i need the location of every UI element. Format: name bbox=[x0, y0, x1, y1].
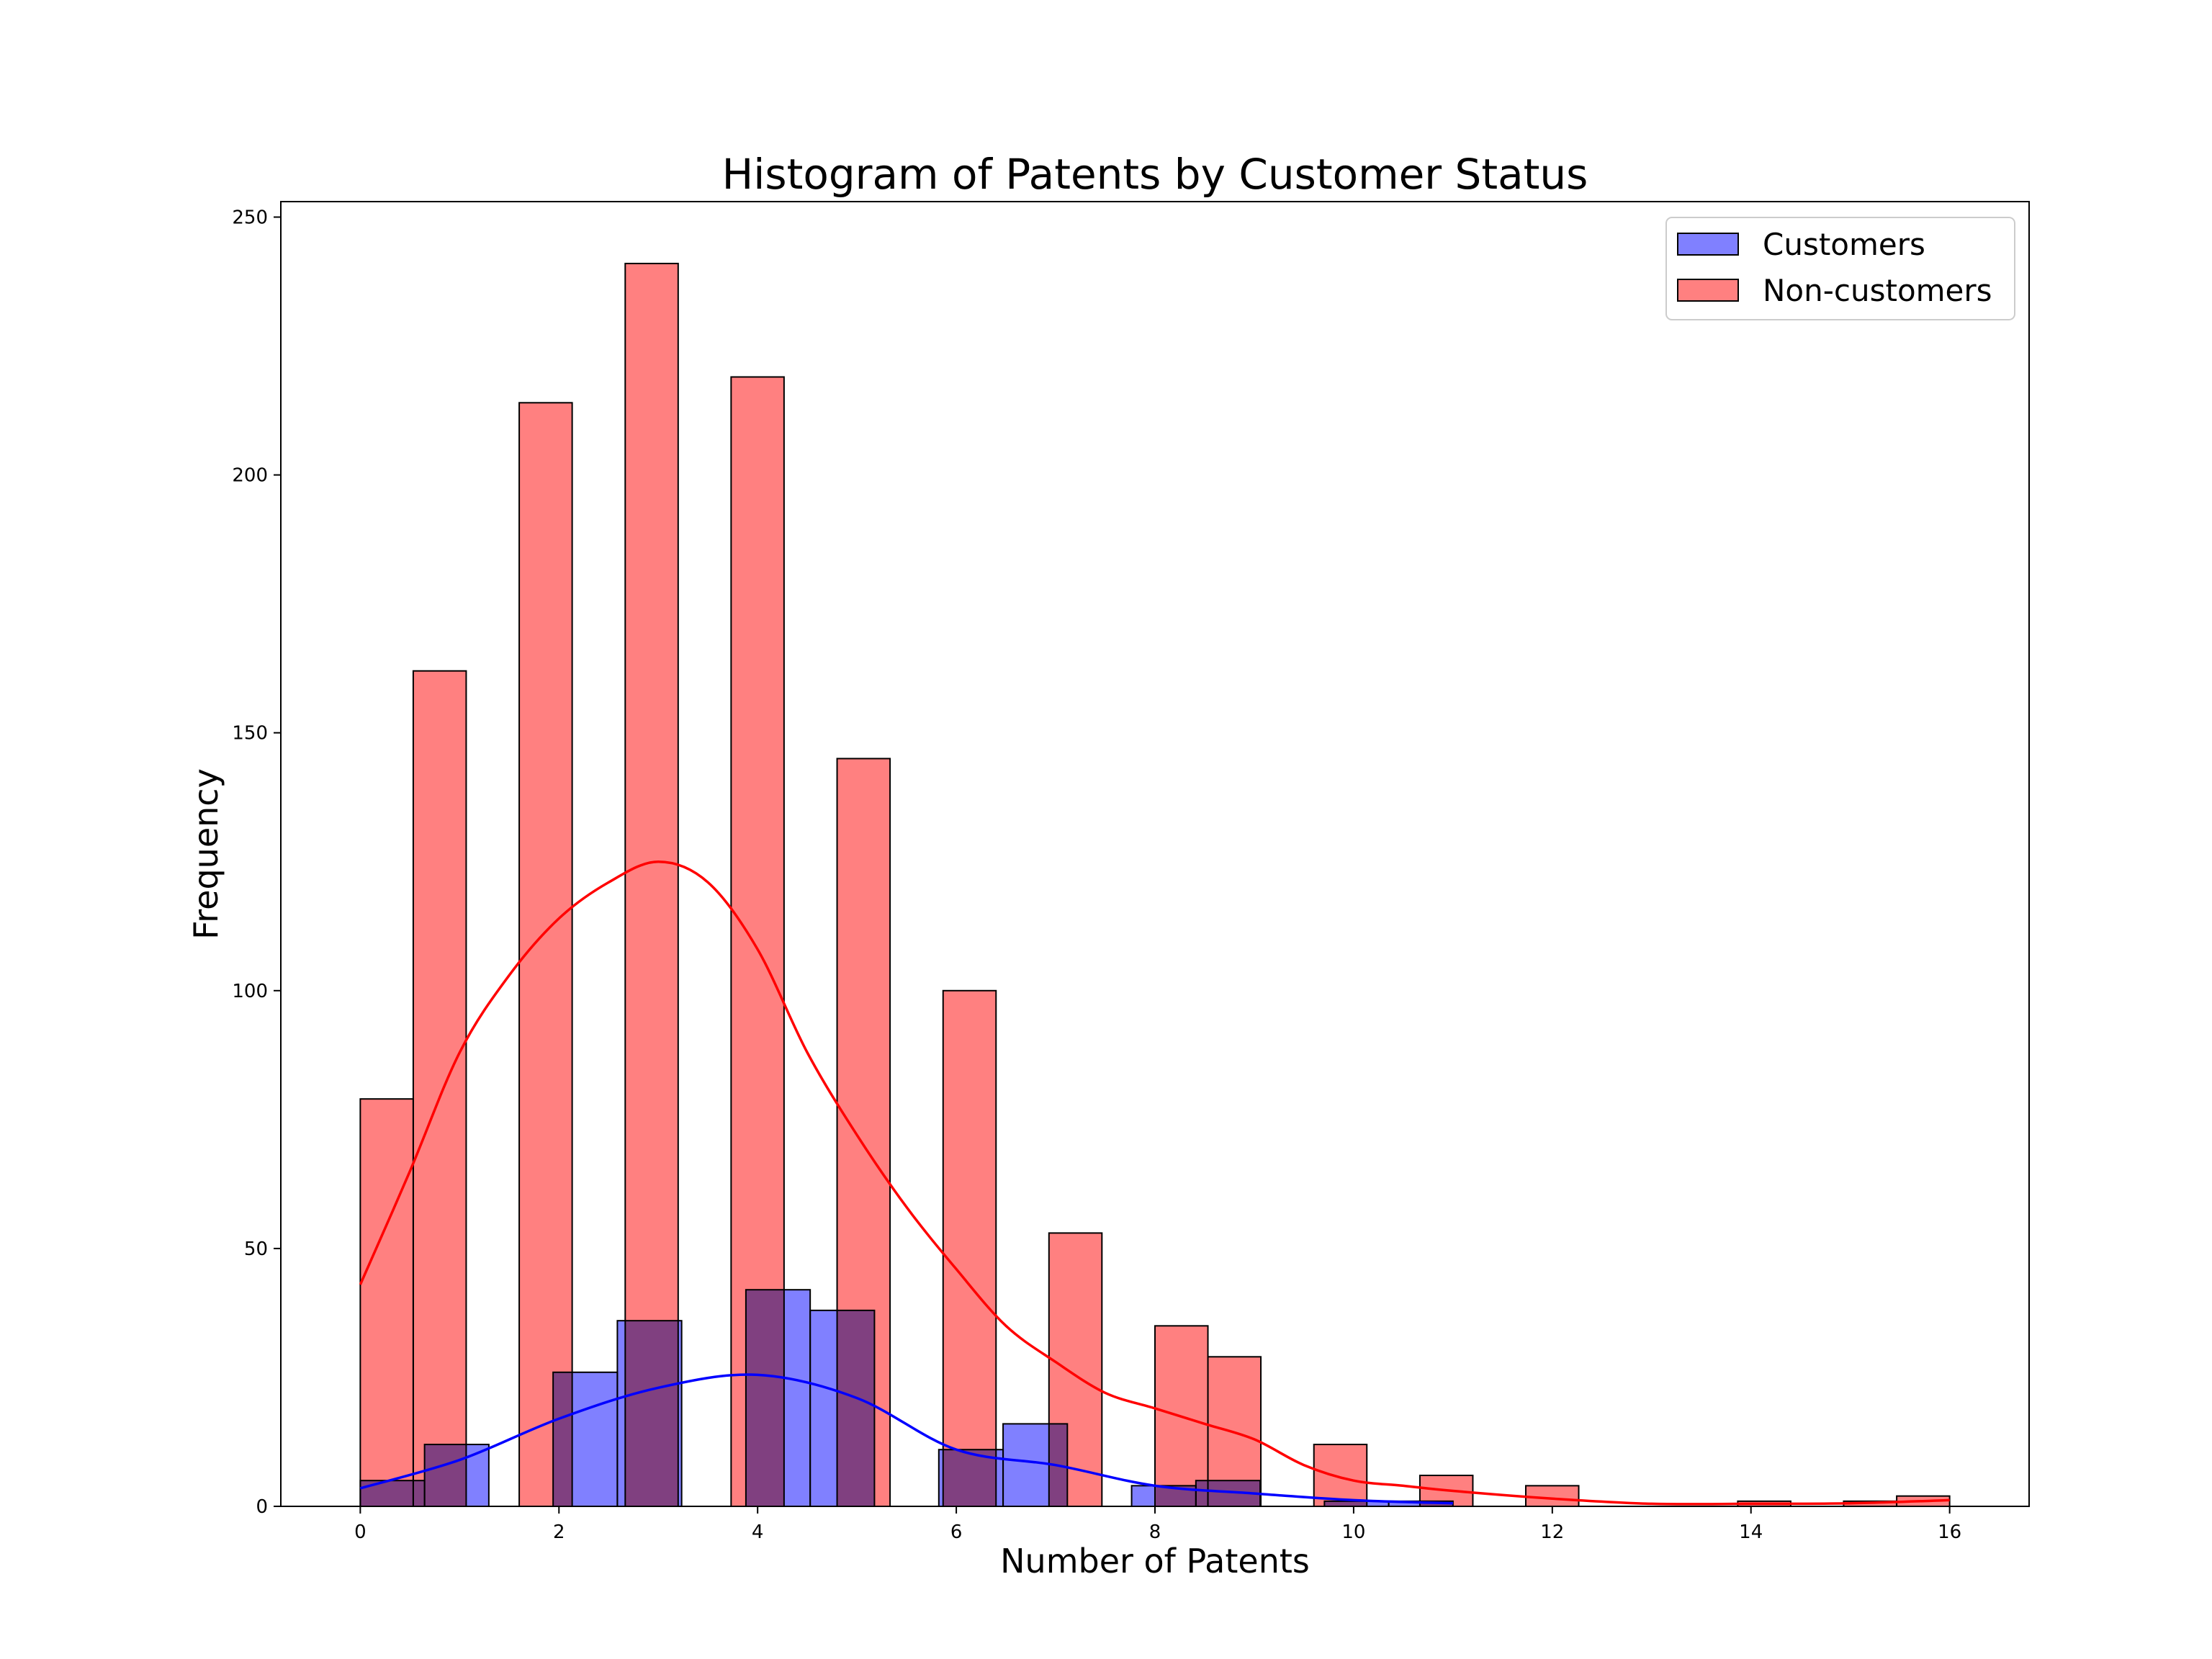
kde-layer bbox=[359, 860, 1950, 1506]
x-tick-label: 6 bbox=[950, 1521, 963, 1543]
x-tick-label: 2 bbox=[553, 1521, 565, 1543]
x-axis-label: Number of Patents bbox=[1000, 1542, 1310, 1581]
bar-non-customers bbox=[624, 262, 679, 1507]
x-tick-label: 0 bbox=[354, 1521, 367, 1543]
y-tick-label: 50 bbox=[244, 1238, 268, 1260]
bar-non-customers bbox=[1524, 1485, 1580, 1508]
bar-non-customers bbox=[359, 1098, 414, 1507]
x-axis-ticks: 0 2 4 6 8 10 12 14 16 bbox=[354, 1506, 1961, 1543]
y-tick-label: 0 bbox=[256, 1496, 268, 1518]
kde-line-customers bbox=[359, 1373, 1453, 1505]
y-axis-ticks: 0 50 100 150 200 250 bbox=[232, 207, 281, 1518]
bars-layer bbox=[359, 262, 1951, 1508]
legend-swatch-non-customers bbox=[1677, 279, 1739, 302]
y-tick-label: 150 bbox=[232, 723, 268, 745]
series-non-customers-bars bbox=[359, 262, 1951, 1508]
legend-label-non-customers: Non-customers bbox=[1763, 273, 1992, 308]
x-tick-label: 12 bbox=[1540, 1521, 1564, 1543]
bar-non-customers bbox=[518, 402, 573, 1507]
legend-label-customers: Customers bbox=[1763, 227, 1925, 262]
y-axis-label: Frequency bbox=[186, 768, 225, 940]
y-tick-label: 250 bbox=[232, 207, 268, 228]
legend-box bbox=[1665, 217, 2015, 320]
y-tick-label: 200 bbox=[232, 465, 268, 487]
x-tick-label: 10 bbox=[1341, 1521, 1365, 1543]
bar-non-customers bbox=[836, 757, 891, 1507]
legend: Customers Non-customers bbox=[1665, 217, 2015, 320]
x-tick-label: 16 bbox=[1938, 1521, 1961, 1543]
x-tick-label: 8 bbox=[1149, 1521, 1161, 1543]
bar-non-customers bbox=[942, 989, 997, 1507]
chart-title: Histogram of Patents by Customer Status bbox=[722, 150, 1588, 199]
y-tick-label: 100 bbox=[232, 981, 268, 1002]
legend-swatch-customers bbox=[1677, 233, 1739, 256]
bar-non-customers bbox=[412, 670, 467, 1507]
bar-non-customers bbox=[1313, 1444, 1368, 1507]
x-tick-label: 4 bbox=[752, 1521, 764, 1543]
x-tick-label: 14 bbox=[1739, 1521, 1763, 1543]
bar-non-customers bbox=[730, 376, 785, 1507]
kde-line-non-customers bbox=[359, 860, 1950, 1506]
